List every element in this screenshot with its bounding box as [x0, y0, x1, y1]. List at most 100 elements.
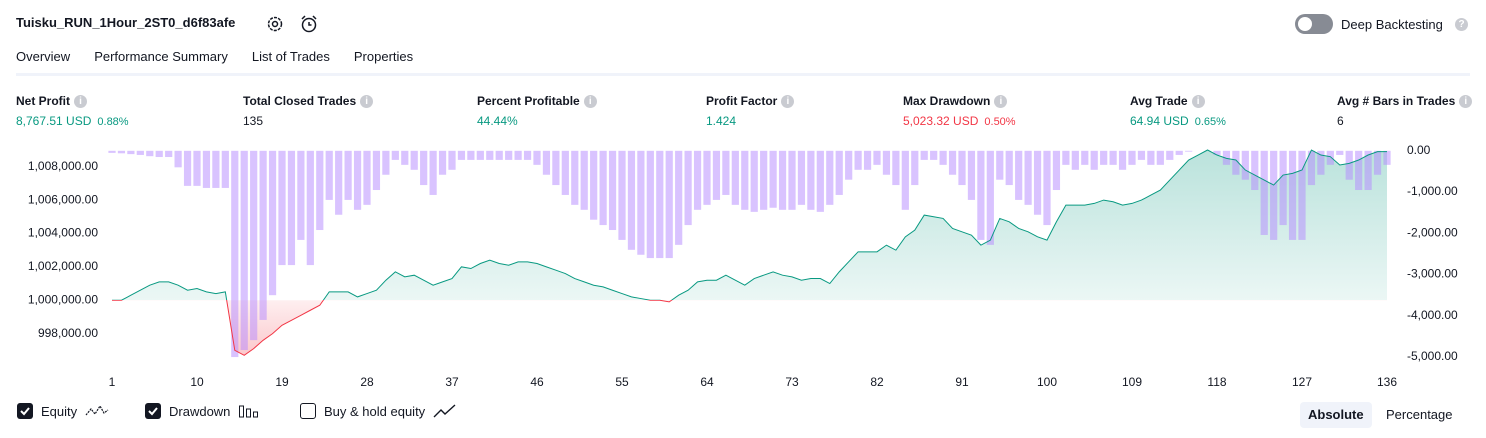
drawdown-bar	[561, 150, 569, 195]
drawdown-bar	[193, 150, 201, 186]
legend-equity[interactable]: Equity	[17, 403, 109, 419]
drawdown-bar	[665, 150, 673, 259]
drawdown-bar	[1156, 150, 1164, 165]
metric-label-text: Percent Profitable	[477, 94, 580, 108]
drawdown-bar	[514, 150, 522, 160]
info-icon[interactable]: i	[74, 94, 87, 108]
info-icon[interactable]: i	[1459, 94, 1473, 108]
y2-tick-label: 0.00	[1407, 143, 1431, 157]
metric-value: 135	[243, 114, 373, 128]
y-tick-label: 1,002,000.00	[28, 259, 98, 273]
drawdown-bar	[911, 150, 919, 186]
x-tick-label: 55	[615, 375, 629, 389]
strategy-title: Tuisku_RUN_1Hour_2ST0_d6f83afe	[16, 15, 236, 30]
legend-buy-hold[interactable]: Buy & hold equity	[300, 403, 457, 419]
drawdown-bar	[750, 150, 758, 212]
x-tick-label: 91	[955, 375, 969, 389]
tab[interactable]: Properties	[353, 49, 414, 64]
info-icon[interactable]: i	[781, 94, 795, 108]
drawdown-bar	[731, 150, 739, 205]
drawdown-bar	[1081, 150, 1089, 165]
drawdown-bar	[807, 150, 815, 210]
drawdown-bar	[278, 150, 286, 266]
drawdown-bar	[476, 150, 484, 160]
metric-value: 44.44%	[477, 114, 597, 128]
drawdown-bar	[297, 150, 305, 240]
drawdown-bar	[353, 150, 362, 210]
drawdown-bar	[967, 150, 976, 200]
drawdown-bar	[363, 150, 371, 205]
scale-option[interactable]: Percentage	[1386, 407, 1453, 422]
drawdown-bar	[769, 150, 777, 208]
deep-backtesting-toggle[interactable]	[1295, 14, 1333, 34]
drawdown-bar	[1043, 150, 1051, 226]
drawdown-bar	[760, 150, 768, 210]
drawdown-bar	[703, 150, 711, 205]
drawdown-bar	[1373, 150, 1382, 175]
drawdown-bar	[1005, 150, 1013, 186]
drawdown-bar	[467, 150, 475, 160]
checkbox[interactable]	[300, 403, 316, 419]
drawdown-bar	[684, 150, 692, 226]
metric-value-text: 135	[243, 114, 264, 128]
y-tick-label: 1,000,000.00	[28, 292, 98, 306]
metric: Max Drawdown i 5,023.32 USD 0.50%	[903, 94, 1016, 128]
drawdown-bar	[316, 150, 324, 231]
alert-icon[interactable]	[299, 14, 319, 34]
drawdown-bar	[1100, 150, 1108, 165]
drawdown-bar	[863, 150, 872, 170]
scale-option[interactable]: Absolute	[1300, 402, 1372, 428]
drawdown-bar	[1071, 150, 1079, 170]
x-tick-label: 73	[785, 375, 799, 389]
drawdown-bar	[429, 150, 437, 195]
drawdown-bar	[457, 150, 466, 160]
legend-label: Equity	[41, 403, 78, 419]
drawdown-bar	[656, 150, 664, 259]
drawdown-bar	[1260, 150, 1268, 235]
legend-drawdown[interactable]: Drawdown	[145, 403, 260, 419]
drawdown-bar	[1251, 150, 1259, 191]
drawdown-bar	[618, 150, 626, 240]
drawdown-bar	[996, 150, 1004, 180]
drawdown-bar	[590, 150, 598, 220]
drawdown-bar	[845, 150, 853, 180]
metric-label-text: Profit Factor	[706, 94, 778, 108]
checkbox[interactable]	[17, 403, 33, 419]
info-icon[interactable]: i	[583, 94, 597, 108]
drawdown-bar	[637, 150, 645, 255]
metric: Profit Factor i 1.424	[706, 94, 795, 128]
tab[interactable]: Performance Summary	[94, 49, 228, 64]
chart: 998,000.00 1,000,000.00 1,002,000.00 1,004,…	[28, 143, 1458, 389]
settings-icon[interactable]	[266, 15, 284, 33]
y-tick-label: 998,000.00	[38, 326, 98, 340]
info-icon[interactable]: i	[994, 94, 1008, 108]
metric-value-text: 44.44%	[477, 114, 518, 128]
metric-label: Profit Factor i	[706, 94, 795, 108]
info-icon[interactable]: i	[360, 94, 374, 108]
drawdown-bar	[722, 150, 730, 195]
drawdown-bar	[835, 150, 843, 195]
info-icon[interactable]: i	[1191, 94, 1205, 108]
tab[interactable]: Overview	[16, 48, 71, 76]
drawdown-bar	[391, 150, 399, 160]
checkbox[interactable]	[145, 403, 161, 419]
x-tick-label: 1	[109, 375, 116, 389]
tab[interactable]: List of Trades	[251, 49, 330, 64]
help-icon[interactable]: ?	[1455, 18, 1468, 31]
drawdown-bar	[675, 150, 683, 245]
tab-divider	[16, 73, 1470, 76]
drawdown-bar	[183, 150, 192, 186]
drawdown-bar	[1062, 150, 1070, 165]
equity-area	[112, 150, 1387, 356]
x-tick-label: 136	[1377, 375, 1397, 389]
equity-line	[112, 149, 1387, 356]
drawdown-bar	[958, 150, 966, 186]
x-tick-label: 100	[1037, 375, 1057, 389]
x-tick-label: 118	[1207, 375, 1226, 389]
drawdown-bar	[287, 150, 296, 266]
y2-tick-label: -5,000.00	[1407, 349, 1458, 363]
drawdown-bar	[986, 150, 994, 245]
drawdown-bar	[778, 150, 787, 210]
metric-value-text: 8,767.51 USD	[16, 114, 92, 128]
drawdown-bar	[1241, 150, 1249, 180]
